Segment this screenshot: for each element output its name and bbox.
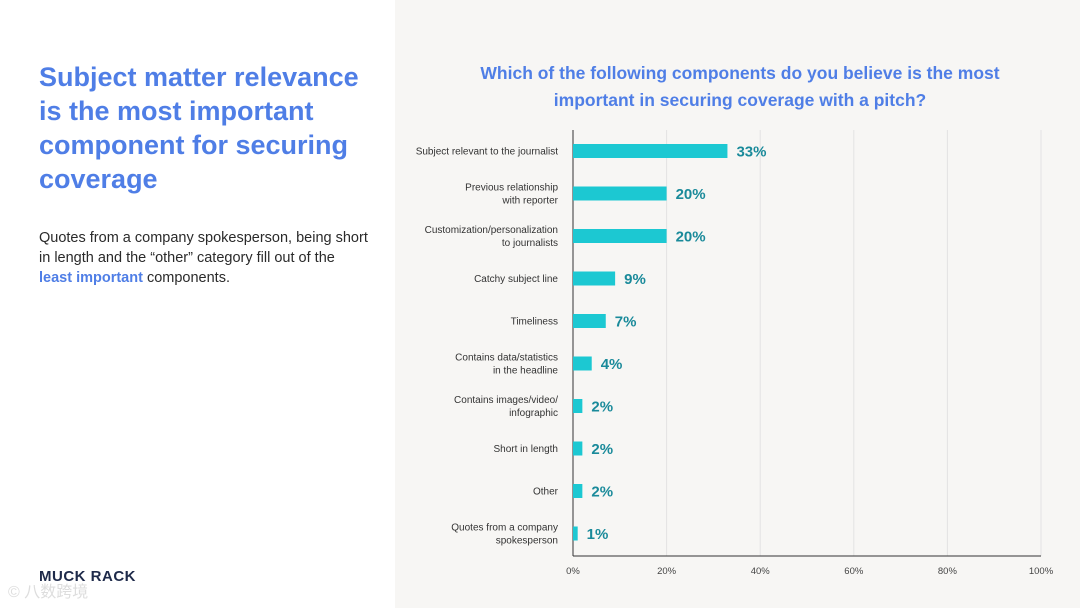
muck-rack-logo: MUCK RACK: [39, 568, 136, 585]
x-tick-label: 40%: [751, 566, 771, 577]
category-label: Subject relevant to the journalist: [416, 147, 559, 158]
bar-value-label: 20%: [676, 229, 706, 246]
category-label: Short in length: [494, 444, 559, 455]
category-label: Customization/personalization to journali…: [425, 225, 558, 249]
bar-value-label: 4%: [601, 356, 623, 373]
body-text-prefix: Quotes from a company spokesperson, bein…: [39, 230, 368, 266]
bar: [573, 441, 583, 456]
bar-value-label: 33%: [736, 144, 766, 161]
category-label-line: Contains images/video/: [454, 395, 558, 406]
x-tick-label: 60%: [844, 566, 864, 577]
bar: [573, 271, 616, 286]
bar: [573, 484, 583, 498]
bar-value-label: 2%: [591, 441, 613, 458]
bar-value-label: 2%: [591, 484, 613, 501]
bar: [573, 229, 667, 243]
category-label-line: infographic: [509, 408, 558, 419]
category-label-line: Short in length: [494, 444, 559, 455]
category-label-line: Timeliness: [511, 317, 558, 328]
category-label-line: Other: [533, 487, 559, 498]
category-label-line: spokesperson: [496, 536, 558, 547]
bar-value-label: 2%: [591, 399, 613, 416]
category-label-line: Previous relationship: [465, 183, 558, 194]
bar: [573, 399, 583, 413]
bar-value-label: 20%: [676, 186, 706, 203]
category-label-line: to journalists: [502, 238, 558, 249]
category-label-line: Contains data/statistics: [455, 353, 558, 364]
category-label-line: Customization/personalization: [425, 225, 558, 236]
category-label: Catchy subject line: [474, 274, 558, 285]
category-label: Contains images/video/infographic: [454, 395, 558, 419]
category-label: Quotes from a company spokesperson: [451, 523, 558, 547]
left-panel: [0, 0, 395, 608]
bar-value-label: 1%: [587, 526, 609, 543]
category-label: Previous relationship with reporter: [465, 183, 558, 207]
x-tick-label: 100%: [1029, 566, 1054, 577]
category-label: Timeliness: [511, 317, 558, 328]
bar: [573, 314, 606, 328]
x-tick-label: 0%: [566, 566, 580, 577]
category-label-line: in the headline: [493, 366, 558, 377]
category-label: Other: [533, 487, 559, 498]
category-label-line: with reporter: [501, 196, 558, 207]
bar: [573, 526, 578, 541]
category-label-line: Catchy subject line: [474, 274, 558, 285]
bar: [573, 144, 728, 158]
x-tick-label: 80%: [938, 566, 958, 577]
body-text-highlight: least important: [39, 270, 143, 286]
bar: [573, 186, 667, 201]
watermark: © 八数跨境: [8, 584, 89, 601]
bar-value-label: 9%: [624, 271, 646, 288]
slide-body-text: Quotes from a company spokesperson, bein…: [39, 228, 369, 288]
slide-headline: Subject matter relevance is the most imp…: [39, 62, 359, 194]
category-label-line: Subject relevant to the journalist: [416, 147, 559, 158]
bar-value-label: 7%: [615, 314, 637, 331]
category-label: Contains data/statistics in the headline: [455, 353, 558, 377]
body-text-suffix: components.: [142, 270, 230, 286]
chart-title: Which of the following components do you…: [480, 63, 1000, 110]
chart-panel: [395, 0, 1080, 608]
bar: [573, 356, 592, 371]
category-label-line: Quotes from a company: [451, 523, 558, 534]
x-tick-label: 20%: [657, 566, 677, 577]
